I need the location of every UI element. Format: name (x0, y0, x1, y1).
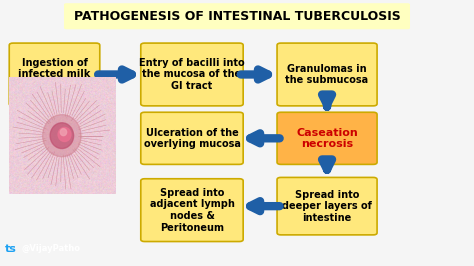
FancyBboxPatch shape (277, 177, 377, 235)
FancyBboxPatch shape (64, 3, 410, 29)
FancyBboxPatch shape (141, 179, 243, 242)
Circle shape (58, 127, 71, 142)
Text: PATHOGENESIS OF INTESTINAL TUBERCULOSIS: PATHOGENESIS OF INTESTINAL TUBERCULOSIS (73, 10, 401, 23)
Text: ʦ: ʦ (5, 244, 16, 254)
Text: Spread into
adjacent lymph
nodes &
Peritoneum: Spread into adjacent lymph nodes & Perit… (149, 188, 235, 232)
Text: Entry of bacilli into
the mucosa of the
GI tract: Entry of bacilli into the mucosa of the … (139, 58, 245, 91)
Circle shape (50, 123, 73, 148)
FancyBboxPatch shape (141, 43, 243, 106)
Text: Caseation
necrosis: Caseation necrosis (296, 127, 358, 149)
Circle shape (60, 129, 67, 136)
Text: Granulomas in
the submucosa: Granulomas in the submucosa (285, 64, 369, 85)
Text: Ingestion of
infected milk
OR sputum: Ingestion of infected milk OR sputum (18, 58, 91, 91)
Circle shape (43, 115, 81, 157)
FancyBboxPatch shape (141, 112, 243, 164)
FancyBboxPatch shape (277, 43, 377, 106)
FancyBboxPatch shape (277, 112, 377, 164)
FancyBboxPatch shape (9, 43, 100, 106)
Text: Ulceration of the
overlying mucosa: Ulceration of the overlying mucosa (144, 127, 240, 149)
Text: Spread into
deeper layers of
intestine: Spread into deeper layers of intestine (282, 190, 372, 223)
Text: @VijayPatho: @VijayPatho (21, 244, 81, 253)
